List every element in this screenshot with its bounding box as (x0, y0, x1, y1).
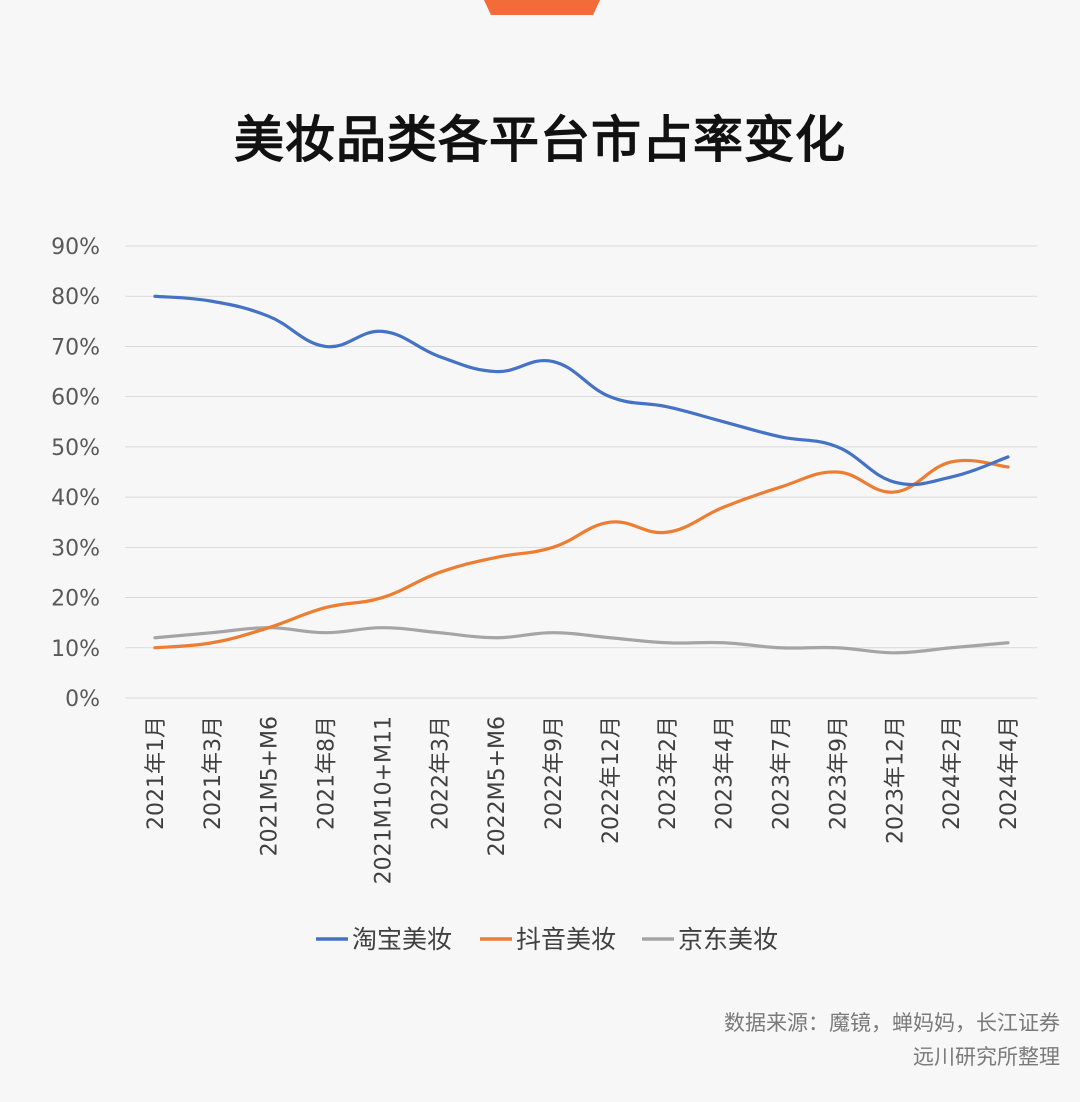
x-tick-label: 2024年4月 (997, 716, 1022, 830)
chart-title: 美妆品类各平台市占率变化 (234, 111, 846, 169)
source-line-2: 远川研究所整理 (913, 1045, 1060, 1069)
x-tick-label: 2021年3月 (201, 716, 226, 830)
x-tick-label: 2022M5+M6 (485, 716, 510, 856)
series-line-0 (153, 294, 1010, 487)
source-note: 数据来源：魔镜，蝉妈妈，长江证券 远川研究所整理 (724, 1006, 1060, 1074)
x-tick-label: 2022年12月 (599, 716, 624, 844)
x-tick-label: 2023年9月 (826, 716, 851, 830)
y-tick-label: 30% (51, 536, 100, 561)
x-tick-label: 2022年3月 (428, 716, 453, 830)
legend-label: 京东美妆 (678, 925, 778, 954)
top-accent-tab (484, 0, 600, 15)
x-tick-label: 2021M10+M11 (371, 716, 396, 884)
y-tick-label: 0% (65, 687, 100, 712)
y-tick-label: 50% (51, 436, 100, 461)
y-tick-label: 10% (51, 637, 100, 662)
legend-label: 淘宝美妆 (352, 925, 452, 954)
x-tick-label: 2023年2月 (656, 716, 681, 830)
x-tick-label: 2023年4月 (713, 716, 738, 830)
y-tick-label: 80% (51, 285, 100, 310)
y-tick-label: 40% (51, 486, 100, 511)
y-tick-label: 70% (51, 335, 100, 360)
x-tick-label: 2024年2月 (940, 716, 965, 830)
series-line-1 (153, 458, 1010, 650)
y-tick-label: 60% (51, 386, 100, 411)
source-line-1: 数据来源：魔镜，蝉妈妈，长江证券 (724, 1011, 1060, 1035)
legend-label: 抖音美妆 (516, 925, 616, 954)
line-chart: 0% 10% 20% 30% 40% 50% 60% 70% 80% 90% 2021年1月 2021… (51, 235, 1037, 954)
x-tick-label: 2023年12月 (883, 716, 908, 844)
x-tick-label: 2021年1月 (144, 716, 169, 830)
x-tick-label: 2021年8月 (315, 716, 340, 830)
x-tick-label: 2022年9月 (542, 716, 567, 830)
x-tick-label: 2023年7月 (770, 716, 795, 830)
y-tick-label: 20% (51, 587, 100, 612)
x-tick-label: 2021M5+M6 (258, 716, 283, 856)
y-tick-label: 90% (51, 235, 100, 260)
series-line-2 (153, 626, 1010, 655)
